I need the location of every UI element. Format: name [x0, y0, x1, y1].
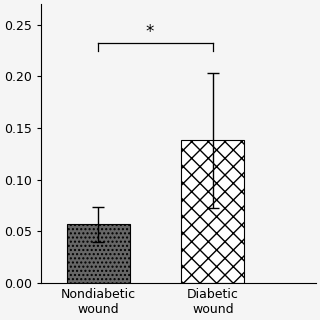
Bar — [181, 140, 244, 283]
Text: *: * — [146, 23, 154, 41]
Bar — [67, 224, 130, 283]
